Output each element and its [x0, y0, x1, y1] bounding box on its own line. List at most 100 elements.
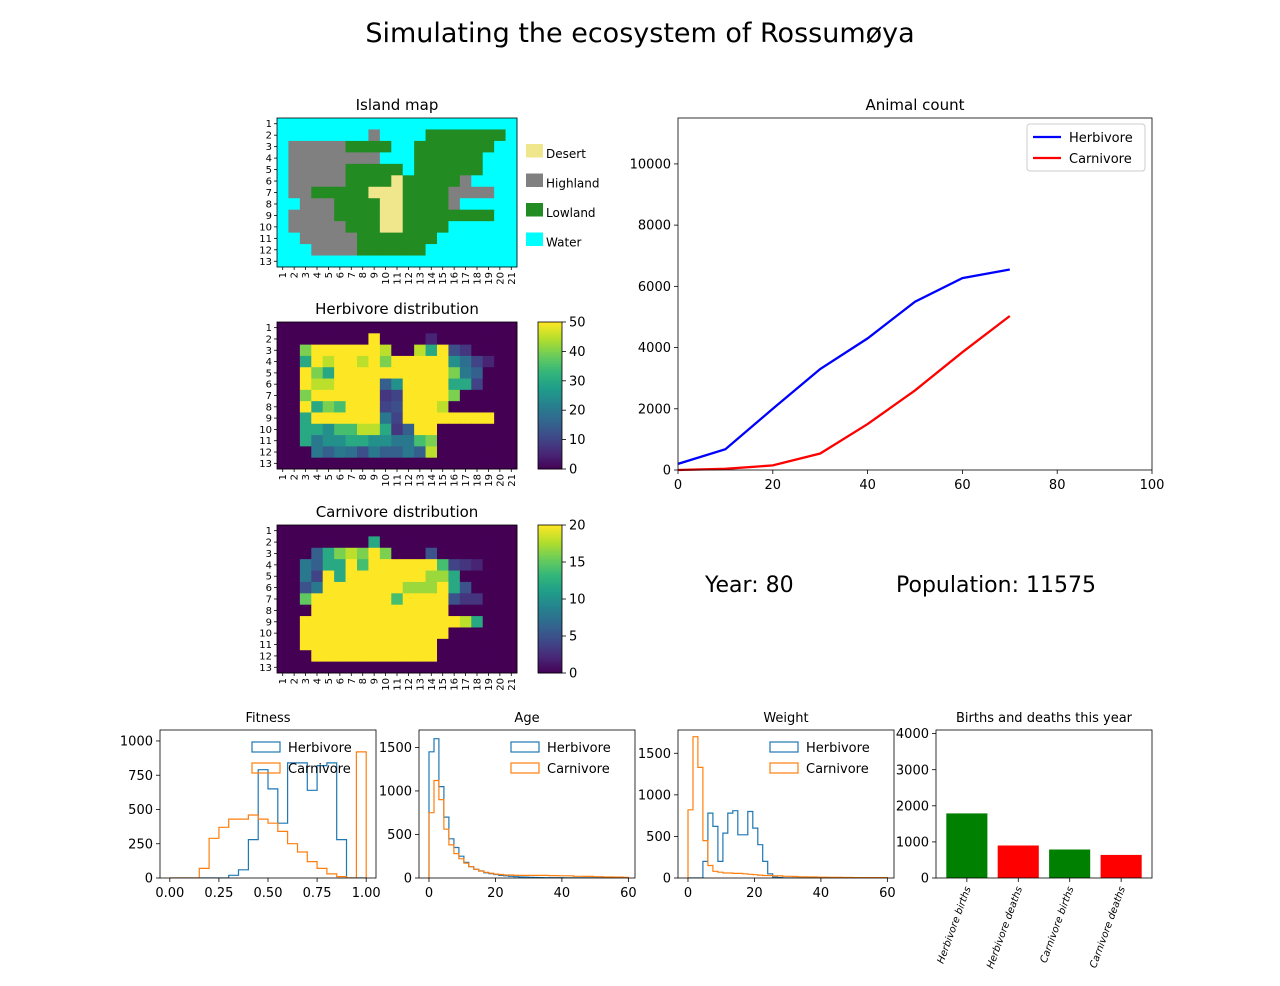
- carnivore-distribution-cell: [482, 581, 495, 594]
- island-map-cell: [277, 140, 289, 153]
- herbivore-distribution-cell: [299, 412, 312, 425]
- island-map-cell: [368, 118, 381, 130]
- island-map-cell: [505, 152, 518, 165]
- carnivore-distribution-cell: [459, 661, 472, 674]
- carnivore-distribution-cell: [368, 616, 381, 628]
- herbivore-distribution-cell: [288, 412, 301, 425]
- island-map-cell: [402, 175, 415, 188]
- island-map-cell: [322, 209, 335, 222]
- y-tick-label: 1000: [120, 735, 153, 750]
- herbivore-distribution-cell: [357, 389, 369, 402]
- x-tick-label: 17: [461, 678, 472, 691]
- carnivore-distribution-cell: [334, 547, 346, 560]
- island-map-cell: [482, 244, 495, 256]
- carnivore-distribution-cell: [482, 536, 495, 549]
- carnivore-distribution-cell: [437, 536, 449, 549]
- herbivore-distribution-cell: [311, 355, 324, 368]
- carnivore-distribution-cell: [494, 661, 506, 674]
- herbivore-distribution-colorbar-step: [538, 378, 562, 382]
- carnivore-distribution-cell: [322, 559, 335, 571]
- carnivore-distribution-cell: [448, 650, 461, 663]
- x-tick-label: 18: [473, 678, 484, 691]
- herbivore-distribution-colorbar-step: [538, 366, 562, 370]
- herbivore-distribution-cell: [448, 389, 461, 402]
- island-map-cell: [379, 140, 392, 153]
- x-tick-label: Herbivore deaths: [985, 885, 1025, 970]
- herbivore-distribution-cell: [345, 378, 358, 391]
- y-tick-label: 8: [266, 402, 272, 413]
- herbivore-distribution-cell: [334, 389, 346, 402]
- herbivore-distribution-colorbar-step: [538, 363, 562, 367]
- herbivore-distribution-cell: [459, 435, 472, 447]
- carnivore-distribution-cell: [459, 559, 472, 571]
- island-map-cell: [379, 221, 392, 234]
- island-map-cell: [322, 140, 335, 153]
- island-map-cell: [277, 244, 289, 256]
- island-map-cell: [311, 244, 324, 256]
- herbivore-distribution-cell: [299, 423, 312, 436]
- herbivore-distribution-cell: [494, 355, 506, 368]
- carnivore-distribution-cell: [288, 525, 301, 537]
- y-tick-label: 2: [266, 334, 272, 345]
- island-map-cell: [482, 221, 495, 234]
- herbivore-distribution-cell: [402, 435, 415, 447]
- carnivore-distribution-colorbar-step: [538, 529, 562, 533]
- carnivore-distribution-cell: [448, 559, 461, 571]
- carnivore-distribution-cell: [334, 559, 346, 571]
- herbivore-distribution-colorbar-step: [538, 395, 562, 399]
- herbivore-distribution-cell: [311, 401, 324, 413]
- hist-carnivore: [169, 751, 367, 878]
- island-map-cell: [357, 244, 369, 256]
- carnivore-distribution-colorbar-step: [538, 613, 562, 617]
- carnivore-distribution-cell: [379, 604, 392, 617]
- weight-hist-title: Weight: [763, 711, 808, 726]
- herbivore-distribution-cell: [322, 344, 335, 357]
- island-map-cell: [471, 118, 484, 130]
- island-map-cell: [448, 244, 461, 256]
- island-map-cell: [459, 129, 472, 142]
- y-tick-label: 1000: [379, 784, 412, 799]
- herbivore-distribution-colorbar-step: [538, 351, 562, 355]
- herbivore-distribution-cell: [357, 457, 369, 470]
- x-tick-label: 40: [813, 886, 830, 901]
- carnivore-distribution-cell: [277, 547, 289, 560]
- island-map-cell: [299, 198, 312, 211]
- herbivore-distribution-cell: [311, 367, 324, 379]
- island-map-cell: [437, 209, 449, 222]
- x-tick-label: 20: [765, 478, 782, 493]
- carnivore-distribution-cell: [459, 547, 472, 560]
- island-map-cell: [448, 186, 461, 199]
- island-map-cell: [334, 232, 346, 245]
- births-deaths-panel: Births and deaths this year 0 1000 2000 3000…: [896, 711, 1153, 970]
- carnivore-distribution-cell: [505, 559, 518, 571]
- herbivore-distribution-cell: [425, 378, 438, 391]
- herbivore-distribution-colorbar-step: [538, 397, 562, 401]
- island-map-cell: [402, 186, 415, 199]
- herbivore-distribution-cell: [277, 378, 289, 391]
- carnivore-distribution-cell: [448, 604, 461, 617]
- carnivore-distribution-colorbar-step: [538, 534, 562, 538]
- carnivore-distribution-cell: [299, 536, 312, 549]
- island-map-cell: [391, 129, 404, 142]
- herbivore-distribution-cell: [379, 322, 392, 334]
- y-tick-label: 1000: [638, 788, 671, 803]
- carnivore-distribution-colorbar-step: [538, 626, 562, 630]
- island-map-cell: [437, 221, 449, 234]
- x-tick-label: 4: [313, 272, 324, 278]
- carnivore-distribution-cell: [345, 661, 358, 674]
- island-map-cell: [277, 221, 289, 234]
- herbivore-distribution-cell: [322, 457, 335, 470]
- island-map-cell: [437, 175, 449, 188]
- herbivore-distribution-cell: [459, 423, 472, 436]
- island-map-cell: [288, 209, 301, 222]
- island-map-cell: [379, 152, 392, 165]
- herbivore-distribution-cell: [391, 412, 404, 425]
- carnivore-distribution-cell: [437, 593, 449, 606]
- herbivore-distribution-cell: [277, 423, 289, 436]
- herbivore-distribution-cell: [505, 344, 518, 357]
- carnivore-distribution-cell: [459, 638, 472, 651]
- x-tick-label: 80: [1049, 478, 1066, 493]
- x-tick-label: 10: [381, 474, 392, 487]
- herbivore-distribution-cell: [345, 435, 358, 447]
